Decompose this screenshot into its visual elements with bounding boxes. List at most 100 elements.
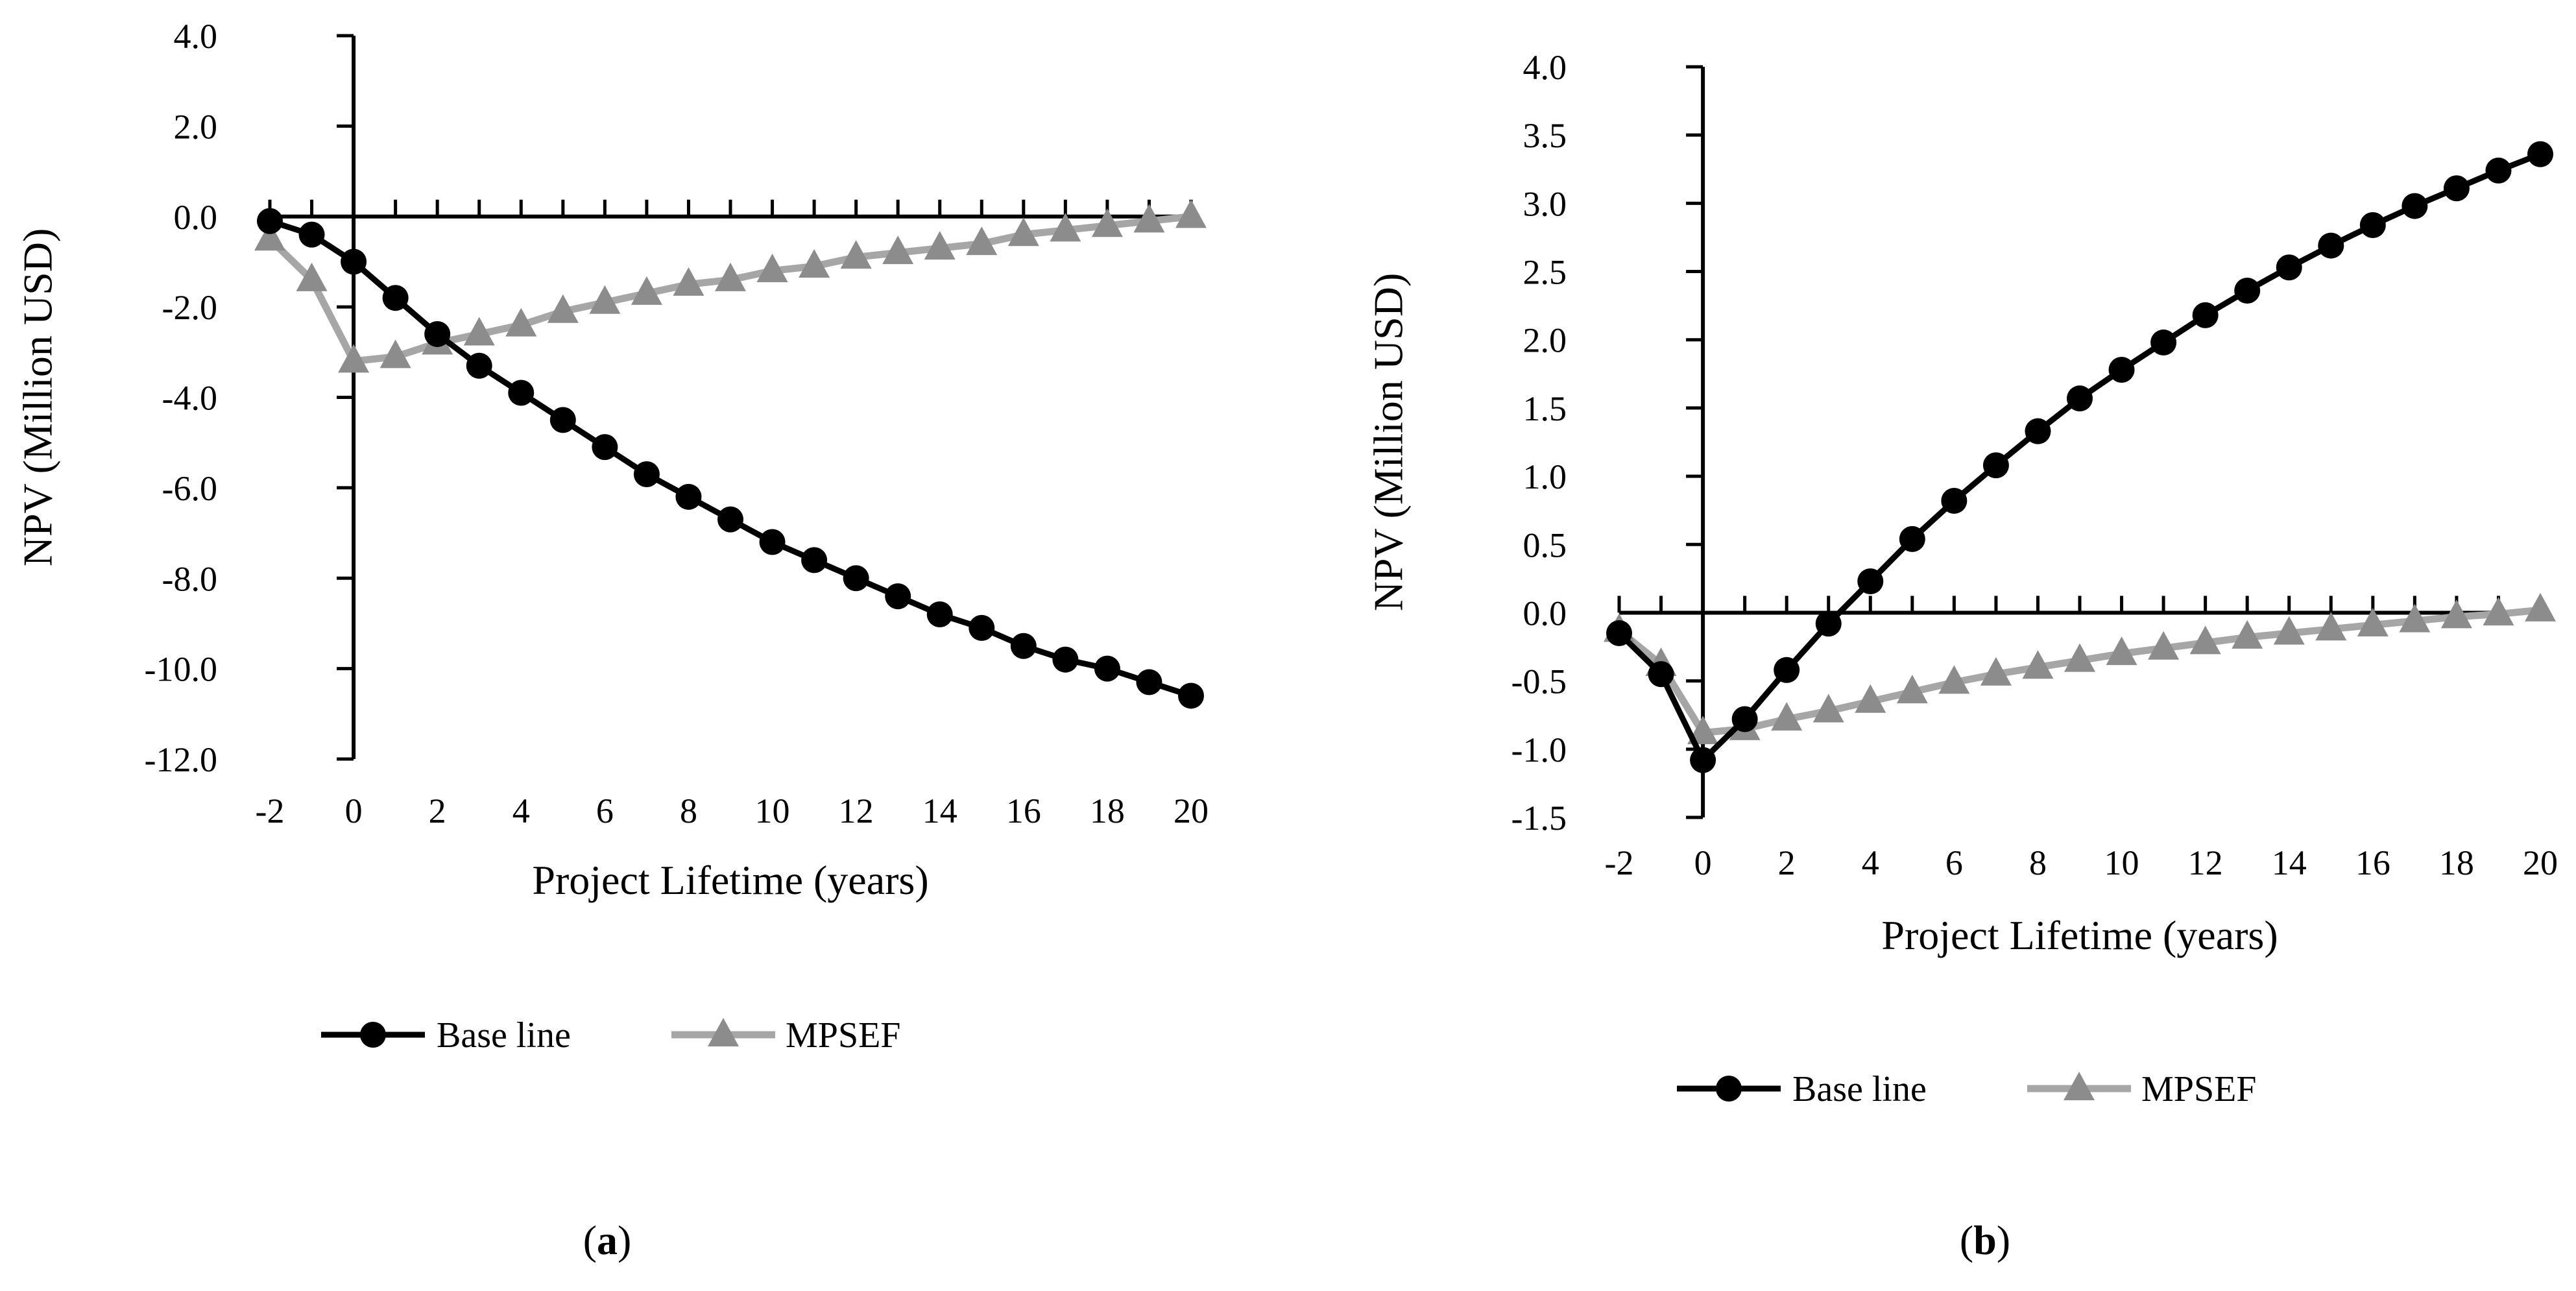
data-point-mpsef: [924, 231, 956, 260]
data-point-base-line: [2108, 357, 2135, 383]
caption-close-paren: ): [1997, 1217, 2010, 1263]
legend-marker-base-line: [360, 1022, 386, 1048]
y-tick-label: 3.0: [1523, 184, 1567, 223]
y-tick-label: 2.0: [174, 107, 218, 146]
caption-letter: a: [597, 1217, 618, 1263]
data-point-mpsef: [505, 308, 537, 337]
x-tick-label: 6: [1945, 843, 1963, 882]
data-point-base-line: [2485, 157, 2512, 184]
y-tick-label: 2.5: [1523, 253, 1567, 292]
data-point-base-line: [1178, 682, 1204, 709]
data-point-mpsef: [2022, 650, 2054, 679]
panel-caption: (a): [583, 1217, 632, 1263]
x-tick-label: 14: [922, 791, 957, 830]
data-point-base-line: [2276, 254, 2302, 281]
data-point-mpsef: [2315, 612, 2347, 641]
data-point-base-line: [2192, 302, 2219, 328]
legend-marker-base-line: [1716, 1076, 1742, 1102]
y-tick-label: -2.0: [162, 288, 217, 327]
x-tick-label: 2: [429, 791, 446, 830]
y-tick-label: 4.0: [174, 17, 218, 56]
data-point-mpsef: [715, 262, 746, 291]
data-point-mpsef: [2357, 607, 2389, 636]
y-tick-label: 1.5: [1523, 389, 1567, 428]
data-point-mpsef: [1855, 684, 1886, 713]
caption-open-paren: (: [1960, 1217, 1973, 1263]
x-tick-label: 10: [2104, 843, 2139, 882]
data-point-mpsef: [1812, 694, 1844, 723]
data-point-base-line: [1774, 657, 1800, 683]
y-tick-label: 0.0: [1523, 594, 1567, 633]
legend-label-base-line: Base line: [437, 1015, 571, 1056]
data-point-mpsef: [2106, 636, 2137, 666]
data-point-base-line: [633, 461, 660, 487]
data-point-mpsef: [2232, 620, 2263, 649]
data-point-mpsef: [379, 339, 411, 368]
x-tick-label: 8: [2029, 843, 2047, 882]
data-point-mpsef: [2064, 643, 2095, 672]
caption-close-paren: ): [618, 1217, 631, 1263]
data-point-base-line: [1606, 620, 1632, 647]
y-tick-label: -8.0: [162, 559, 217, 598]
x-tick-label: 10: [755, 791, 790, 830]
x-tick-label: 20: [2523, 843, 2558, 882]
data-point-base-line: [341, 248, 367, 275]
y-tick-label: 3.5: [1523, 116, 1567, 155]
data-point-mpsef: [882, 235, 914, 265]
data-point-mpsef: [2483, 597, 2514, 626]
data-point-base-line: [2067, 385, 2093, 412]
data-point-base-line: [885, 583, 911, 610]
y-tick-label: 0.0: [174, 198, 218, 237]
chart-panel-b: 4.0 3.5 3.0 2.5 2.0 1.5 1.0 0.5 0.0 -0.5 -1.0 -1.5-…: [1366, 48, 2558, 1263]
data-point-base-line: [2318, 232, 2344, 259]
data-point-mpsef: [1133, 204, 1165, 233]
data-point-mpsef: [966, 226, 998, 256]
legend-label-mpsef: MPSEF: [786, 1015, 900, 1056]
x-tick-label: 18: [1090, 791, 1125, 830]
data-point-mpsef: [1980, 657, 2012, 686]
data-point-base-line: [2150, 329, 2177, 356]
data-point-base-line: [1982, 452, 2009, 479]
data-point-mpsef: [1771, 702, 1803, 731]
data-point-mpsef: [254, 222, 285, 251]
data-point-mpsef: [1050, 213, 1081, 242]
legend-marker-mpsef: [708, 1018, 739, 1046]
data-point-base-line: [382, 285, 409, 311]
data-point-base-line: [843, 565, 869, 592]
data-point-base-line: [926, 601, 953, 627]
data-point-base-line: [759, 529, 786, 555]
x-tick-label: 2: [1778, 843, 1796, 882]
data-point-base-line: [2359, 212, 2386, 239]
y-tick-label: -1.5: [1511, 799, 1567, 838]
data-point-base-line: [2527, 141, 2553, 167]
x-tick-label: -2: [1605, 843, 1634, 882]
x-tick-label: 8: [680, 791, 697, 830]
data-point-base-line: [717, 506, 743, 533]
data-point-base-line: [2025, 418, 2051, 444]
x-tick-label: 4: [1862, 843, 1879, 882]
x-tick-label: 18: [2439, 843, 2474, 882]
data-point-mpsef: [338, 344, 370, 373]
data-point-base-line: [592, 434, 618, 461]
data-point-base-line: [801, 547, 828, 573]
legend-label-mpsef: MPSEF: [2141, 1069, 2256, 1109]
y-tick-label: -10.0: [145, 650, 217, 689]
data-point-mpsef: [2399, 603, 2431, 633]
data-point-base-line: [1690, 747, 1716, 773]
data-point-mpsef: [799, 249, 830, 278]
x-tick-label: 6: [596, 791, 614, 830]
data-point-base-line: [1136, 669, 1162, 695]
data-point-base-line: [1052, 646, 1079, 673]
data-point-mpsef: [2273, 616, 2305, 645]
data-point-base-line: [1010, 633, 1037, 659]
data-point-base-line: [1094, 655, 1120, 682]
y-axis-title: NPV (Million USD): [15, 228, 61, 567]
x-tick-label: -2: [256, 791, 285, 830]
panel-caption: (b): [1960, 1217, 2010, 1263]
data-point-base-line: [298, 221, 325, 248]
data-point-base-line: [549, 407, 576, 433]
y-tick-label: -4.0: [162, 379, 217, 418]
data-point-mpsef: [756, 253, 788, 282]
caption-open-paren: (: [583, 1217, 597, 1263]
